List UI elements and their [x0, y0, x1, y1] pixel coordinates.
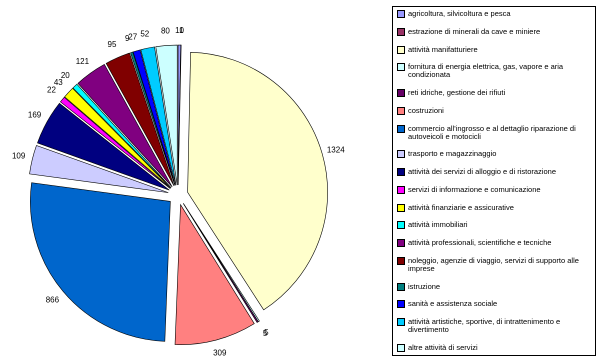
pie-slice	[72, 83, 172, 188]
pie-slice	[174, 203, 255, 345]
legend-item: attività artistiche, sportive, di intrat…	[397, 318, 591, 334]
legend-item: commercio all'ingrosso e al dettaglio ri…	[397, 123, 591, 141]
legend-swatch	[397, 256, 405, 265]
legend-item: attività immobiliari	[397, 220, 591, 230]
data-label: 309	[213, 349, 227, 358]
pie-slice	[177, 44, 182, 186]
legend-label: attività professionali, scientifiche e t…	[408, 238, 552, 247]
legend-item: istruzione	[397, 281, 591, 291]
legend-item: attività finanziarie e assicurative	[397, 202, 591, 212]
legend-label: estrazione di minerali da cave e miniere	[408, 26, 541, 36]
pie-slice	[132, 49, 176, 186]
data-label: 27	[128, 32, 137, 41]
legend-swatch	[397, 185, 405, 194]
legend-item: attività dei servizi di alloggio e di ri…	[397, 168, 591, 176]
data-label: 866	[46, 296, 60, 305]
legend-label: attività dei servizi di alloggio e di ri…	[408, 167, 556, 176]
legend-swatch	[397, 106, 405, 115]
legend-swatch	[397, 124, 405, 133]
data-label: 20	[61, 71, 70, 80]
legend-label: altre attività di servizi	[408, 342, 478, 352]
data-label: 52	[140, 30, 149, 39]
legend-label: attività artistiche, sportive, di intrat…	[408, 317, 561, 334]
legend-swatch	[397, 45, 405, 54]
legend-swatch	[397, 300, 405, 309]
legend-item: attività professionali, scientifiche e t…	[397, 239, 591, 247]
legend-swatch	[397, 168, 405, 176]
legend-label: commercio all'ingrosso e al dettaglio ri…	[408, 123, 576, 141]
data-label: 109	[12, 151, 26, 160]
data-label: 9	[125, 34, 130, 43]
data-label: 121	[76, 57, 90, 66]
data-label: 10	[175, 26, 184, 35]
data-label: 80	[161, 27, 170, 36]
legend-label: attività immobiliari	[408, 220, 468, 230]
data-label: 5	[263, 329, 268, 338]
data-label: 43	[54, 78, 63, 87]
pie-slice	[187, 51, 328, 311]
data-label: 1	[179, 26, 184, 35]
pie-slice	[77, 63, 173, 188]
data-label: 169	[28, 111, 42, 120]
pie-slice	[155, 44, 178, 186]
legend-swatch	[397, 282, 405, 291]
legend-label: fornitura di energia elettrica, gas, vap…	[408, 62, 564, 80]
pie-slice	[130, 51, 176, 186]
legend-item: fornitura di energia elettrica, gas, vap…	[397, 63, 591, 79]
pie-slice	[64, 87, 171, 189]
legend-item: sanità e assistenza sociale	[397, 299, 591, 309]
legend-item: noleggio, agenzie di viaggio, servizi di…	[397, 255, 591, 273]
legend-item: servizi di informazione e comunicazione	[397, 184, 591, 194]
legend-label: attività finanziarie e assicurative	[408, 202, 514, 212]
legend-label: costruzioni	[408, 105, 444, 115]
legend-swatch	[397, 203, 405, 212]
legend-item: reti idriche, gestione dei rifiuti	[397, 89, 591, 97]
legend-label: noleggio, agenzie di viaggio, servizi di…	[408, 255, 579, 273]
legend-item: attività manifatturiere	[397, 44, 591, 54]
data-label: 1324	[327, 145, 345, 154]
legend-label: agricoltura, silvicoltura e pesca	[408, 9, 511, 18]
legend-item: trasporto e magazzinaggio	[397, 149, 591, 159]
legend-swatch	[397, 27, 405, 36]
pie-slice	[29, 145, 169, 193]
legend-label: reti idriche, gestione dei rifiuti	[408, 88, 506, 97]
pie-slice	[30, 182, 171, 342]
legend-item: estrazione di minerali da cave e miniere	[397, 26, 591, 36]
legend-label: trasporto e magazzinaggio	[408, 149, 497, 159]
legend-label: istruzione	[408, 281, 441, 291]
legend-item: costruzioni	[397, 105, 591, 115]
data-label: 95	[108, 40, 117, 49]
legend-label: sanità e assistenza sociale	[408, 299, 498, 309]
legend-swatch	[397, 10, 405, 18]
legend: agricoltura, silvicoltura e pesca estrazi…	[392, 6, 596, 356]
legend-swatch	[397, 150, 405, 159]
pie-slice	[183, 203, 259, 323]
legend-swatch	[397, 318, 405, 326]
data-label: 5	[264, 328, 269, 337]
legend-item: agricoltura, silvicoltura e pesca	[397, 10, 591, 18]
legend-swatch	[397, 63, 405, 72]
legend-label: servizi di informazione e comunicazione	[408, 184, 541, 194]
pie-slice	[60, 96, 171, 189]
pie-slice	[140, 46, 177, 186]
data-label: 22	[47, 86, 56, 95]
legend-swatch	[397, 343, 405, 352]
legend-swatch	[397, 221, 405, 230]
pie-slice	[37, 102, 170, 191]
legend-label: attività manifatturiere	[408, 44, 478, 54]
legend-swatch	[397, 89, 405, 97]
pie-slice	[105, 52, 175, 186]
legend-item: altre attività di servizi	[397, 342, 591, 352]
legend-swatch	[397, 239, 405, 247]
